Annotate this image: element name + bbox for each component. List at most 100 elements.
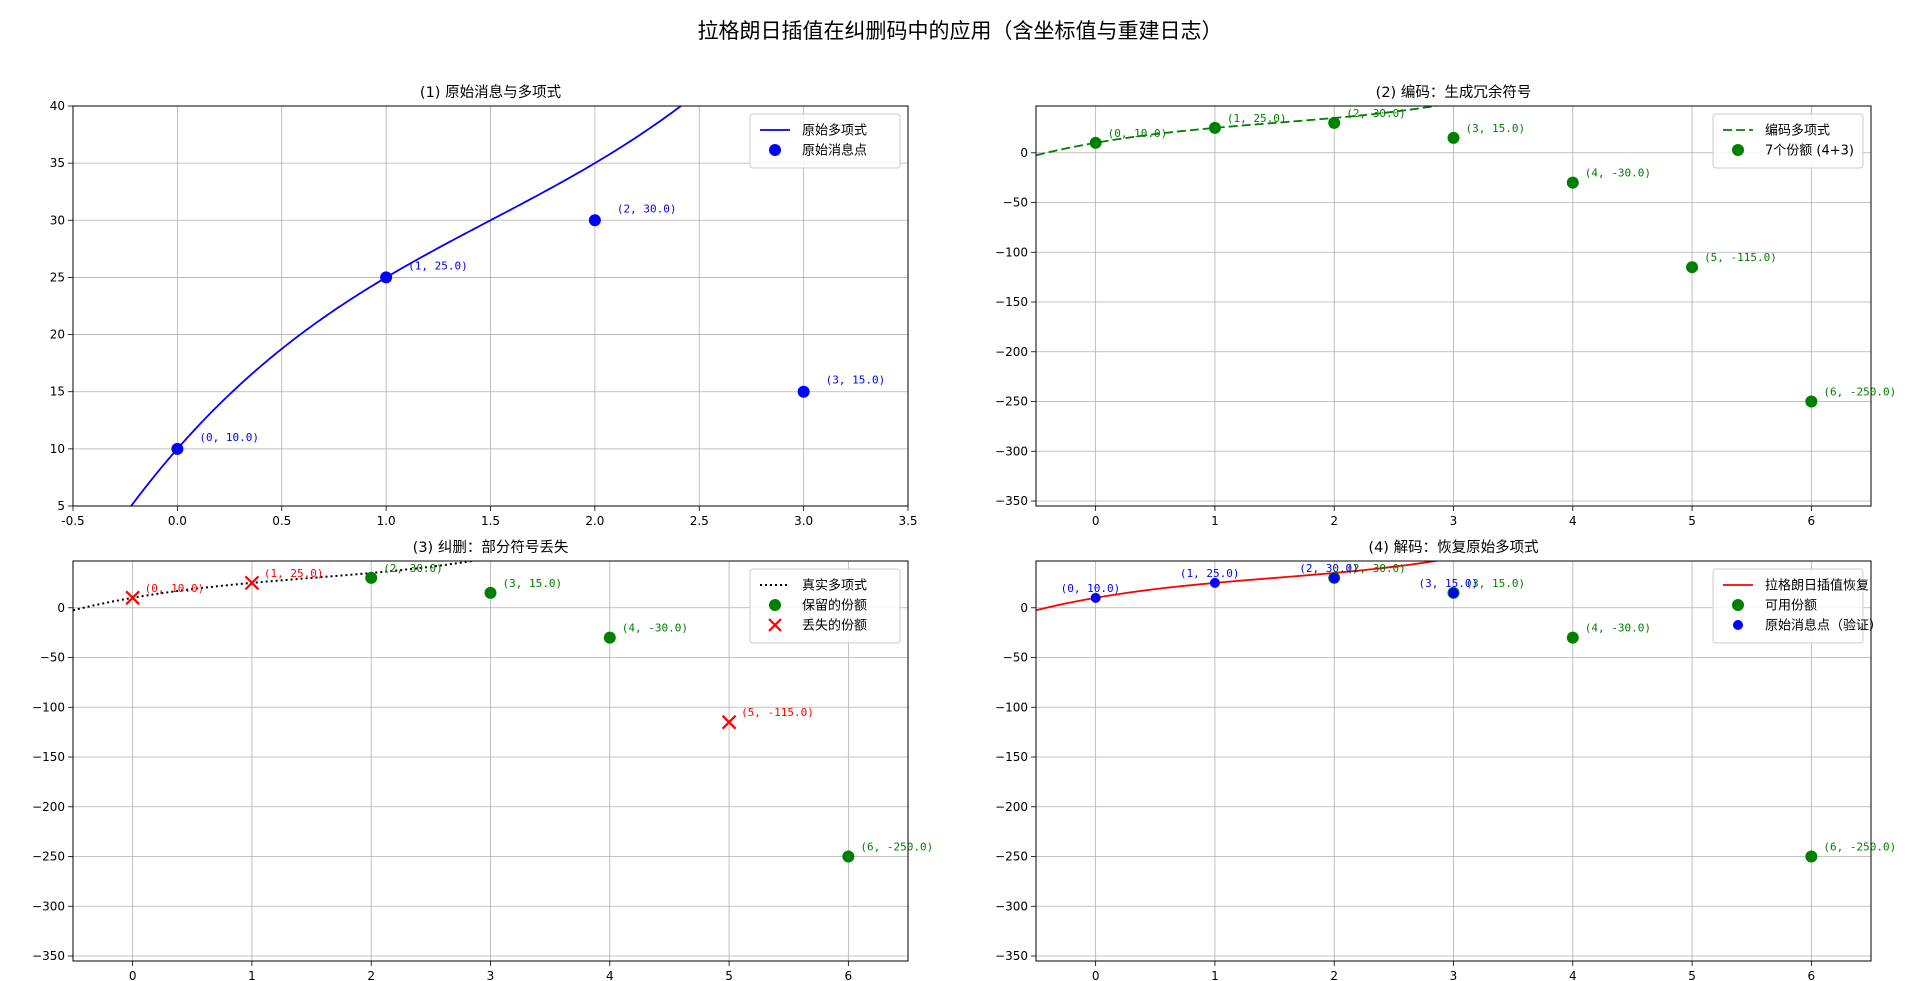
lost-share-marker [721, 714, 737, 730]
subplot-1: -0.5 0.0 0.5 1.0 1.5 2.0 2.5 3.0 3.5 5 10 15 20 25 30 3… [50, 84, 918, 528]
y-tick-label: 10 [50, 442, 65, 456]
subplot-grid: -0.5 0.0 0.5 1.0 1.5 2.0 2.5 3.0 3.5510152025303… [32, 83, 1896, 981]
subplot-title: (3) 纠删：部分符号丢失 [413, 539, 569, 556]
data-point [1447, 131, 1460, 144]
y-tick-label: 35 [50, 156, 65, 170]
point-label: (1, 25.0) [1180, 567, 1240, 580]
lost-share-marker [244, 575, 260, 591]
data-point [1805, 395, 1818, 408]
point-label: (3, 15.0) [503, 577, 563, 590]
subplot-4: 0 1 2 3 4 5 6 0 −50 −100 −150 −200 −250 −300 −350 (2, 3… [995, 538, 1896, 981]
legend-label: 真实多项式 [802, 578, 867, 594]
point-label: (4, -30.0) [1585, 622, 1651, 635]
point-label: (5, -115.0) [741, 706, 814, 719]
data-point [1566, 176, 1579, 189]
y-tick-label: 15 [50, 385, 65, 399]
x-tick-label: 3.5 [898, 514, 917, 528]
data-point [171, 442, 184, 455]
axes-frame [1035, 105, 1872, 507]
y-tick-label: −350 [995, 949, 1028, 963]
x-tick-label: 3 [1450, 514, 1458, 528]
point-label: (0, 10.0) [1108, 127, 1168, 140]
x-tick-label: 4 [1569, 969, 1577, 981]
legend-label: 7个份额 (4+3) [1765, 144, 1854, 159]
data-point [842, 850, 855, 863]
y-tick-label: −250 [32, 850, 65, 864]
legend-label: 可用份额 [1765, 599, 1817, 614]
x-tick-label: 3 [1450, 969, 1458, 981]
y-tick-label: −300 [995, 899, 1028, 913]
data-point [1329, 572, 1340, 583]
x-tick-label: 2.0 [585, 514, 604, 528]
subplot-title: (1) 原始消息与多项式 [420, 84, 562, 101]
x-tick-label: 2 [1330, 969, 1338, 981]
point-label: (3, 15.0) [826, 374, 886, 387]
y-tick-label: 25 [50, 270, 65, 284]
x-tick-label: 0 [1092, 969, 1100, 981]
x-tick-label: 0 [1092, 514, 1100, 528]
figure-title: 拉格朗日插值在纠删码中的应用（含坐标值与重建日志） [698, 19, 1223, 43]
point-label: (2, 30.0) [1346, 562, 1406, 575]
y-tick-label: −250 [995, 395, 1028, 409]
y-tick-label: −100 [32, 700, 65, 714]
x-tick-label: 4 [606, 969, 614, 981]
subplot-2: 0 1 2 3 4 5 6 0 −50 −100 −150 −200 −250 −300 −350 (0, 1… [995, 83, 1896, 528]
x-tick-label: 2.5 [690, 514, 709, 528]
point-label: (6, -250.0) [1823, 841, 1896, 854]
legend-marker-swatch [769, 144, 781, 156]
y-tick-label: −200 [995, 345, 1028, 359]
x-tick-label: 3 [487, 969, 495, 981]
x-tick-label: 3.0 [794, 514, 813, 528]
x-tick-label: 0.0 [168, 514, 187, 528]
legend-label: 原始消息点 [802, 143, 867, 159]
x-tick-label: 1.0 [377, 514, 396, 528]
x-tick-label: 1 [1211, 969, 1219, 981]
point-label: (5, -115.0) [1704, 251, 1777, 264]
point-label: (3, 15.0) [1466, 122, 1526, 135]
legend-label: 原始消息点（验证） [1765, 618, 1882, 634]
curve-group [1036, 561, 1442, 612]
point-label: (2, 30.0) [383, 562, 443, 575]
point-label: (0, 10.0) [199, 431, 259, 444]
y-tick-label: −100 [995, 700, 1028, 714]
y-tick-label: −150 [995, 295, 1028, 309]
x-tick-label: 1 [248, 969, 256, 981]
y-tick-label: 0 [57, 601, 65, 615]
x-tick-label: 5 [1688, 969, 1696, 981]
curve-group [73, 561, 479, 612]
legend-box [1712, 113, 1864, 169]
legend-marker-swatch [1732, 599, 1744, 611]
x-tick-label: 6 [845, 969, 853, 981]
data-point [603, 631, 616, 644]
data-point [1328, 116, 1341, 129]
y-tick-label: −250 [995, 850, 1028, 864]
point-label: (0, 10.0) [1061, 582, 1121, 595]
data-point [588, 214, 601, 227]
legend: 编码多项式 7个份额 (4+3) [1712, 113, 1864, 169]
x-tick-label: 5 [1688, 514, 1696, 528]
x-tick-label: 2 [1330, 514, 1338, 528]
legend-label: 拉格朗日插值恢复 [1765, 578, 1869, 594]
data-point [1208, 121, 1221, 134]
data-point [365, 571, 378, 584]
legend-label: 编码多项式 [1765, 123, 1830, 139]
y-tick-label: 20 [50, 328, 65, 342]
data-point [1805, 850, 1818, 863]
point-label: (3, 15.0) [1419, 577, 1479, 590]
subplot-title: (2) 编码：生成冗余符号 [1376, 83, 1532, 101]
point-label: (2, 30.0) [617, 202, 677, 215]
point-label: (1, 25.0) [1227, 112, 1287, 125]
y-tick-label: −200 [32, 800, 65, 814]
x-tick-label: 6 [1808, 514, 1816, 528]
legend-label: 原始多项式 [802, 123, 867, 139]
y-tick-label: −300 [32, 899, 65, 913]
y-tick-label: 40 [50, 99, 65, 113]
x-tick-label: 1.5 [481, 514, 500, 528]
legend-label: 丢失的份额 [802, 618, 867, 634]
curve-group [130, 106, 683, 506]
y-tick-label: −50 [40, 651, 65, 665]
data-point [1686, 261, 1699, 274]
x-tick-label: 6 [1808, 969, 1816, 981]
x-tick-label: 5 [725, 969, 733, 981]
